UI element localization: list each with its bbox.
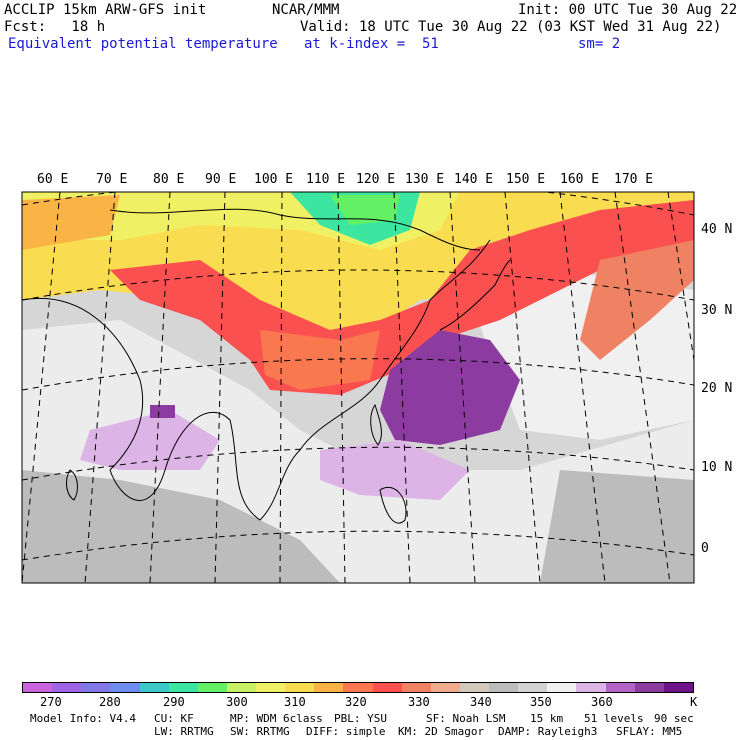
colorbar-swatch bbox=[256, 683, 286, 692]
lon-label: 170 E bbox=[614, 172, 654, 187]
colorbar-tick: 340 bbox=[470, 695, 492, 709]
lon-label: 70 E bbox=[96, 172, 128, 187]
map-frame bbox=[21, 191, 695, 584]
coastline-taiwan bbox=[370, 403, 382, 446]
colorbar-swatch bbox=[430, 683, 460, 692]
colorbar-swatch bbox=[110, 683, 140, 692]
cool-lime-patch bbox=[330, 195, 400, 225]
lon-label: 130 E bbox=[405, 172, 445, 187]
lon-label: 110 E bbox=[306, 172, 346, 187]
color-scale-bar bbox=[22, 682, 694, 693]
lon-label: 90 E bbox=[205, 172, 237, 187]
level-index: at k-index = 51 bbox=[304, 36, 439, 52]
south-china-orange bbox=[260, 330, 380, 390]
northern-warm-band bbox=[22, 192, 694, 340]
org-label: NCAR/MMM bbox=[272, 2, 340, 18]
lon-label: 80 E bbox=[153, 172, 185, 187]
south-grey-region bbox=[22, 470, 340, 583]
scs-lavender bbox=[320, 440, 470, 500]
smoothing: sm= 2 bbox=[578, 36, 621, 52]
colorbar-tick: 350 bbox=[530, 695, 552, 709]
colorbar-swatch bbox=[139, 683, 169, 692]
coastline-japan bbox=[439, 259, 511, 331]
colorbar-swatch bbox=[634, 683, 664, 692]
footer-resolution: 15 km bbox=[530, 712, 564, 725]
colorbar-tick: 310 bbox=[284, 695, 306, 709]
footer-model-info: Model Info: V4.4 bbox=[30, 712, 136, 725]
model-title: ACCLIP 15km ARW-GFS init bbox=[4, 2, 207, 18]
lon-label: 150 E bbox=[506, 172, 546, 187]
colorbar-tick: 280 bbox=[99, 695, 121, 709]
colorbar-swatch bbox=[401, 683, 431, 692]
colorbar-tick: 290 bbox=[163, 695, 185, 709]
footer-pbl: PBL: YSU bbox=[334, 712, 387, 725]
lat-label: 40 N bbox=[701, 222, 733, 237]
lat-label: 10 N bbox=[701, 460, 733, 475]
footer-longwave: LW: RRTMG bbox=[154, 725, 214, 738]
footer-surface-layer: SFLAY: MM5 bbox=[616, 725, 683, 738]
southeast-grey-region bbox=[540, 470, 694, 583]
colorbar-swatch bbox=[52, 683, 82, 692]
field-name: Equivalent potential temperature bbox=[8, 36, 278, 52]
pacific-salmon-tongue bbox=[580, 240, 694, 360]
coastline-sri-lanka bbox=[66, 469, 78, 501]
lon-label: 120 E bbox=[356, 172, 396, 187]
colorbar-swatch bbox=[663, 683, 693, 692]
colorbar-tick: 330 bbox=[408, 695, 430, 709]
colorbar-swatch bbox=[605, 683, 635, 692]
init-time: Init: 00 UTC Tue 30 Aug 22 bbox=[518, 2, 738, 18]
footer-shortwave: SW: RRTMG bbox=[230, 725, 290, 738]
lon-label: 160 E bbox=[560, 172, 600, 187]
lat-label: 20 N bbox=[701, 381, 733, 396]
colorbar-tick: 270 bbox=[40, 695, 62, 709]
footer-diffusion: DIFF: simple bbox=[306, 725, 386, 738]
footer-km: KM: 2D Smagor bbox=[398, 725, 485, 738]
colorbar-tick: 320 bbox=[345, 695, 367, 709]
valid-time: Valid: 18 UTC Tue 30 Aug 22 (03 KST Wed … bbox=[300, 19, 722, 35]
lat-label: 30 N bbox=[701, 303, 733, 318]
footer-levels: 51 levels bbox=[584, 712, 644, 725]
lat-label: 0 bbox=[701, 541, 709, 556]
colorbar-swatch bbox=[576, 683, 606, 692]
colorbar-swatch bbox=[81, 683, 111, 692]
colorbar-swatch bbox=[372, 683, 402, 692]
footer-damping: DAMP: Rayleigh3 bbox=[498, 725, 598, 738]
bay-purple-spot bbox=[150, 405, 175, 418]
colorbar-tick: 360 bbox=[591, 695, 613, 709]
colorbar-swatch bbox=[197, 683, 227, 692]
colorbar-swatch bbox=[314, 683, 344, 692]
colorbar-swatch bbox=[518, 683, 548, 692]
colorbar-swatch bbox=[226, 683, 256, 692]
lon-label: 60 E bbox=[37, 172, 69, 187]
colorbar-swatch bbox=[459, 683, 489, 692]
colorbar-swatch bbox=[489, 683, 519, 692]
lon-label: 140 E bbox=[454, 172, 494, 187]
west-orange-patch bbox=[22, 195, 120, 250]
coastline-philippines bbox=[379, 487, 407, 524]
colorbar-swatch bbox=[285, 683, 315, 692]
forecast-hour: Fcst: 18 h bbox=[4, 19, 106, 35]
footer-timestep: 90 sec bbox=[654, 712, 694, 725]
colorbar-swatch bbox=[168, 683, 198, 692]
colorbar-swatch bbox=[547, 683, 577, 692]
colorbar-swatch bbox=[343, 683, 373, 692]
footer-cumulus: CU: KF bbox=[154, 712, 194, 725]
typhoon-purple-core bbox=[380, 330, 520, 445]
red-core bbox=[110, 200, 694, 395]
india-lavender bbox=[80, 410, 220, 470]
colorbar-unit: K bbox=[690, 695, 698, 709]
footer-microphysics: MP: WDM 6class bbox=[230, 712, 323, 725]
lon-label: 100 E bbox=[254, 172, 294, 187]
country-border-north bbox=[109, 208, 481, 251]
colorbar-tick: 300 bbox=[226, 695, 248, 709]
colorbar-swatch bbox=[23, 683, 53, 692]
footer-surface: SF: Noah LSM bbox=[426, 712, 506, 725]
